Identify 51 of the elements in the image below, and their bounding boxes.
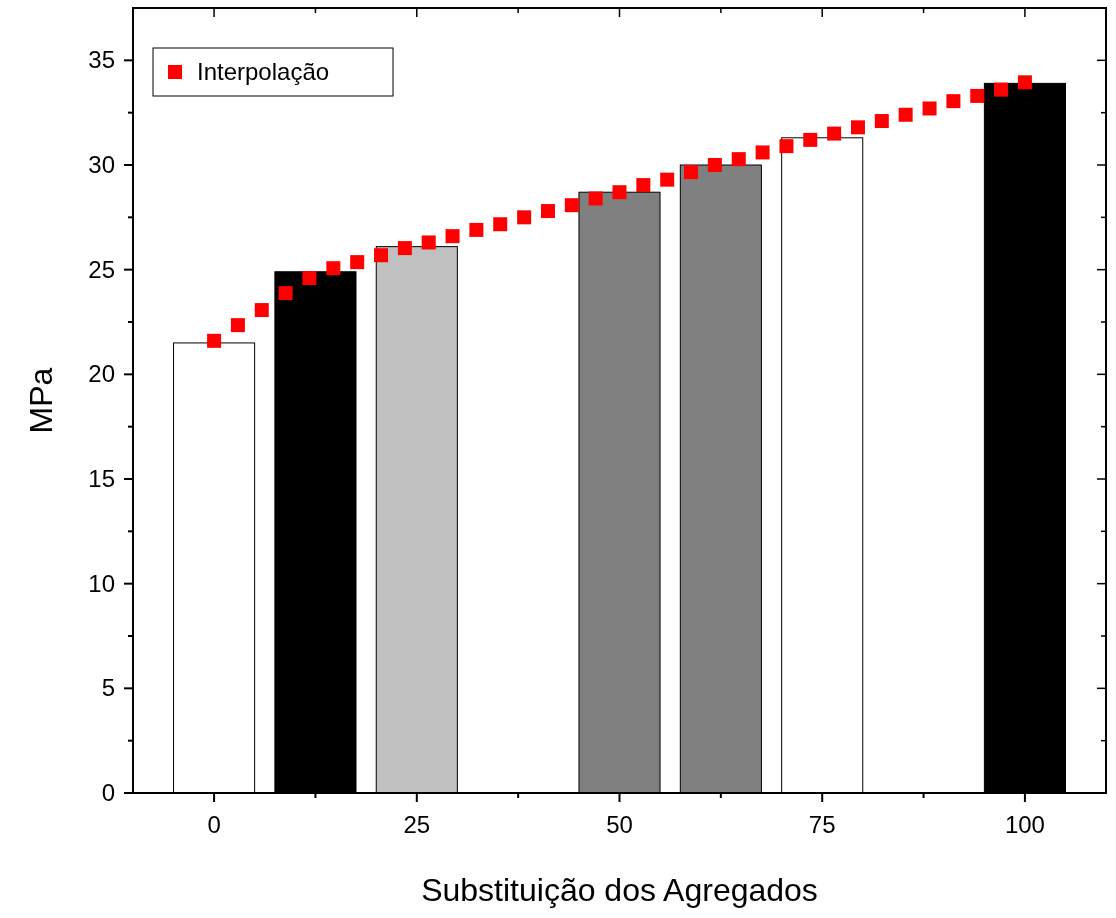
y-axis-title: MPa — [23, 367, 59, 434]
point — [684, 165, 699, 180]
point — [707, 158, 722, 172]
point — [350, 255, 365, 270]
y-tick-label: 30 — [88, 151, 115, 178]
y-tick-label: 35 — [88, 46, 115, 74]
point — [397, 241, 412, 256]
x-tick-label: 100 — [1004, 811, 1045, 838]
y-tick-label: 20 — [88, 360, 115, 388]
point — [612, 185, 627, 200]
point — [922, 101, 937, 116]
point — [874, 114, 889, 129]
point — [421, 235, 436, 250]
x-tick-label: 25 — [403, 811, 431, 838]
point — [994, 82, 1009, 97]
point — [326, 261, 341, 276]
point — [564, 198, 579, 213]
point — [660, 172, 675, 187]
point — [636, 178, 651, 193]
point — [755, 145, 770, 160]
point — [827, 126, 842, 141]
point — [946, 94, 961, 109]
point — [970, 88, 985, 103]
point — [803, 132, 818, 147]
point — [1017, 75, 1032, 90]
x-axis-title: Substituição dos Agregados — [421, 872, 818, 908]
y-tick-label: 25 — [88, 255, 115, 283]
point — [445, 229, 460, 244]
x-tick-label: 50 — [606, 811, 633, 838]
x-tick-label: 0 — [207, 811, 221, 838]
y-tick-label: 10 — [88, 569, 115, 597]
point — [302, 271, 317, 286]
point — [278, 286, 293, 301]
point — [230, 318, 245, 333]
point — [469, 222, 484, 237]
x-tick-label: 75 — [808, 811, 836, 838]
point — [207, 333, 222, 348]
point — [517, 210, 532, 225]
point — [779, 139, 794, 154]
point — [588, 191, 603, 206]
legend-label: Interpolação — [197, 58, 330, 85]
point — [493, 217, 508, 232]
y-tick-label: 5 — [101, 674, 115, 702]
point — [374, 248, 389, 263]
y-tick-label: 15 — [88, 465, 115, 492]
point — [898, 107, 913, 122]
point — [254, 303, 269, 318]
point — [540, 204, 555, 219]
y-tick-label: 0 — [101, 779, 115, 806]
point — [850, 120, 865, 135]
point — [731, 152, 746, 167]
